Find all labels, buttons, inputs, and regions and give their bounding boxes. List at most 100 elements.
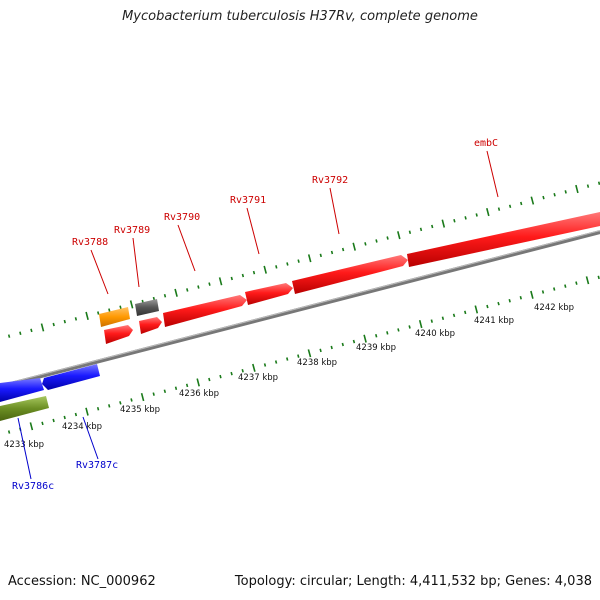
major-tick [585, 276, 590, 285]
minor-tick [130, 398, 133, 402]
minor-tick [7, 430, 11, 434]
inner-tick-ring [7, 275, 600, 434]
major-tick [352, 242, 356, 251]
label-leader-line [177, 224, 196, 272]
minor-tick [375, 334, 378, 338]
minor-tick [197, 285, 200, 289]
gene-label[interactable]: Rv3790 [164, 212, 200, 223]
major-tick [29, 422, 34, 431]
minor-tick [564, 284, 567, 288]
major-tick [441, 219, 446, 228]
gene-label[interactable]: Rv3786c [12, 481, 54, 492]
gene-label[interactable]: Rv3791 [230, 195, 266, 206]
minor-tick [252, 270, 256, 275]
minor-tick [330, 345, 333, 350]
minor-tick [319, 253, 322, 258]
gray-feature[interactable] [135, 299, 159, 316]
major-tick [530, 290, 534, 299]
minor-tick [397, 328, 400, 332]
minor-tick [541, 290, 545, 294]
olive-feature[interactable] [0, 396, 49, 421]
reverse-cds-arrow[interactable] [42, 364, 100, 390]
scale-label: 4238 kbp [297, 358, 337, 368]
minor-tick [475, 213, 478, 217]
minor-tick [63, 319, 66, 324]
forward-cds-arrow[interactable] [104, 325, 133, 344]
minor-tick [286, 357, 289, 361]
gene-labels: Rv3788 Rv3789 Rv3790 Rv3791 Rv3792 embC Rv3786… [12, 138, 499, 492]
gene-label[interactable]: Rv3788 [72, 237, 108, 248]
minor-tick [575, 281, 578, 285]
scale-label: 4235 kbp [120, 405, 160, 415]
minor-tick [74, 317, 78, 321]
minor-tick [208, 282, 211, 286]
outer-tick-ring [7, 181, 600, 338]
minor-tick [163, 389, 167, 394]
scale-label: 4237 kbp [238, 373, 278, 383]
minor-tick [597, 181, 600, 185]
minor-tick [553, 287, 556, 291]
minor-tick [542, 195, 545, 200]
minor-tick [597, 275, 600, 280]
label-leader-line [329, 187, 340, 235]
minor-tick [108, 308, 111, 312]
major-tick [307, 349, 312, 358]
reverse-strand-features [0, 364, 100, 421]
minor-tick [386, 236, 389, 240]
minor-tick [419, 227, 423, 232]
minor-tick [519, 296, 522, 300]
scale-label: 4240 kbp [415, 329, 455, 339]
major-tick [140, 392, 145, 402]
minor-tick [375, 239, 378, 243]
major-tick [263, 265, 267, 274]
orange-feature[interactable] [99, 307, 130, 327]
minor-tick [486, 304, 489, 309]
minor-tick [119, 401, 122, 405]
minor-tick [186, 288, 189, 292]
gene-label[interactable]: Rv3789 [114, 225, 150, 236]
forward-cds-arrow[interactable] [292, 255, 408, 294]
minor-tick [553, 193, 556, 197]
minor-tick [586, 184, 590, 188]
scale-label: 4241 kbp [474, 316, 514, 326]
minor-tick [7, 334, 11, 338]
gene-label[interactable]: embC [474, 138, 498, 149]
major-tick [85, 311, 89, 320]
forward-cds-arrow[interactable] [139, 317, 162, 334]
genome-summary-text: Topology: circular; Length: 4,411,532 bp… [234, 574, 592, 589]
minor-tick [275, 265, 278, 269]
minor-tick [453, 219, 456, 223]
minor-tick [63, 415, 66, 420]
minor-tick [431, 224, 434, 229]
minor-tick [219, 374, 222, 379]
gene-label[interactable]: Rv3792 [312, 175, 348, 186]
forward-cds-arrow[interactable] [245, 283, 293, 305]
gene-label[interactable]: Rv3787c [76, 460, 118, 471]
minor-tick [497, 301, 500, 306]
minor-tick [174, 386, 178, 390]
reverse-cds-arrow[interactable] [0, 378, 44, 402]
minor-tick [508, 299, 511, 303]
scale-label: 4239 kbp [356, 343, 396, 353]
minor-tick [230, 276, 233, 281]
label-leader-line [82, 416, 99, 460]
major-tick [196, 378, 200, 387]
major-tick [85, 407, 89, 416]
minor-tick [297, 259, 300, 263]
major-tick [307, 254, 312, 263]
minor-tick [386, 331, 389, 335]
minor-tick [52, 418, 55, 423]
minor-tick [430, 319, 433, 323]
minor-tick [319, 348, 322, 353]
map-title: Mycobacterium tuberculosis H37Rv, comple… [122, 9, 478, 24]
major-tick [530, 196, 535, 205]
forward-cds-arrow[interactable] [407, 212, 600, 267]
forward-cds-arrow[interactable] [163, 295, 247, 327]
minor-tick [408, 325, 411, 329]
minor-tick [185, 383, 189, 388]
minor-tick [520, 201, 523, 206]
minor-tick [464, 310, 467, 315]
minor-tick [352, 339, 356, 344]
minor-tick [52, 322, 55, 327]
minor-tick [97, 311, 100, 315]
